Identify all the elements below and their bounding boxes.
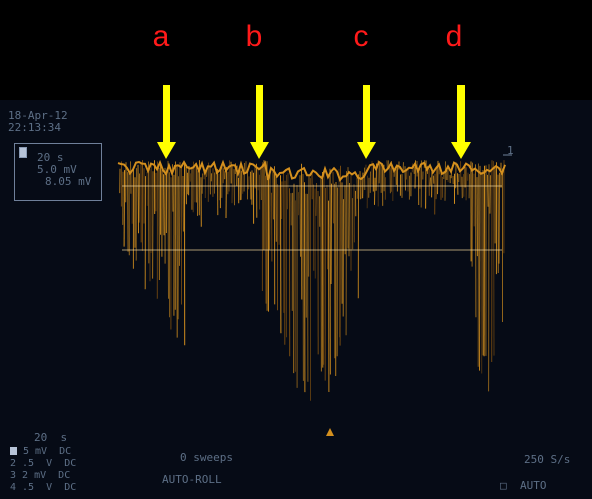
arrow-b bbox=[250, 85, 269, 159]
marker-letter-c: c bbox=[353, 20, 369, 53]
channel-row-1: 5 mV DC bbox=[10, 446, 71, 457]
marker-letter-a: a bbox=[152, 20, 170, 53]
marker-letter-b: b bbox=[245, 20, 263, 53]
marker-letter-d: d bbox=[445, 20, 463, 53]
trace-stroke bbox=[127, 172, 129, 252]
trace-stroke bbox=[225, 167, 227, 219]
channel-row-2: 2 .5 V DC bbox=[10, 458, 76, 469]
channel-2-coupling: DC bbox=[64, 458, 77, 469]
channel-row-3: 3 2 mV DC bbox=[10, 470, 70, 481]
acquisition-mode: AUTO-ROLL bbox=[162, 473, 222, 486]
top-black-band bbox=[0, 0, 592, 100]
channel-1-coupling: DC bbox=[59, 446, 72, 457]
trace-stroke bbox=[197, 170, 199, 216]
trace-stroke bbox=[487, 174, 489, 207]
trace-stroke bbox=[138, 173, 140, 223]
trace-stroke bbox=[374, 177, 376, 205]
trace-stroke bbox=[498, 172, 500, 264]
volts-div-readout: 5.0 mV bbox=[37, 163, 77, 176]
trace-stroke bbox=[348, 182, 350, 257]
trace-stroke bbox=[479, 165, 481, 371]
arrow-a bbox=[157, 85, 176, 159]
trace-ceiling bbox=[117, 159, 506, 182]
channel-4-scale: .5 V bbox=[22, 482, 53, 493]
channel-1-marker bbox=[19, 147, 27, 158]
channel-1-scale: 5 mV bbox=[23, 446, 48, 457]
trigger-indicator-icon: □ bbox=[500, 479, 507, 492]
channel-2-number: 2 bbox=[10, 458, 17, 469]
sweeps-count: 0 sweeps bbox=[180, 451, 233, 464]
channel-4-coupling: DC bbox=[64, 482, 77, 493]
trace-stroke bbox=[444, 161, 446, 201]
trigger-position-icon bbox=[326, 428, 334, 436]
trace-stroke bbox=[493, 161, 495, 356]
bottom-timebase: 20 s bbox=[34, 431, 68, 444]
channel-row-4: 4 .5 V DC bbox=[10, 482, 76, 493]
trace-stroke bbox=[179, 162, 181, 266]
arrow-c bbox=[357, 85, 376, 159]
trace-stroke bbox=[265, 175, 267, 304]
trace-stroke bbox=[299, 175, 301, 257]
trigger-mode: AUTO bbox=[520, 479, 547, 492]
trace-stroke bbox=[233, 169, 235, 206]
channel-1-badge bbox=[10, 447, 17, 455]
trace-stroke bbox=[489, 175, 491, 214]
trace-stroke bbox=[326, 184, 328, 270]
channel-2-scale: .5 V bbox=[22, 458, 53, 469]
trace-stroke bbox=[163, 174, 165, 236]
channel-3-scale: 2 mV bbox=[22, 470, 47, 481]
timebase-readout: 20 s bbox=[37, 151, 64, 164]
channel-3-coupling: DC bbox=[58, 470, 71, 481]
trace-stroke bbox=[137, 164, 139, 234]
trace-stroke bbox=[167, 160, 169, 299]
channel-settings-box: 20 s 5.0 mV 8.05 mV bbox=[14, 143, 102, 201]
trace-stroke bbox=[338, 168, 340, 338]
trace-stroke bbox=[315, 182, 317, 216]
channel-3-number: 3 bbox=[10, 470, 17, 481]
channel-4-number: 4 bbox=[10, 482, 17, 493]
sample-rate: 250 S/s bbox=[524, 453, 571, 466]
trace-number-label: 1 bbox=[507, 144, 514, 157]
arrow-d bbox=[451, 85, 471, 159]
trace-lines bbox=[117, 159, 506, 401]
scope-date: 18-Apr-12 bbox=[8, 109, 68, 122]
scope-time: 22:13:34 bbox=[8, 121, 61, 134]
trace-stroke bbox=[287, 173, 289, 210]
trace-stroke bbox=[231, 165, 233, 204]
cursor-voltage-readout: 8.05 mV bbox=[45, 175, 92, 188]
